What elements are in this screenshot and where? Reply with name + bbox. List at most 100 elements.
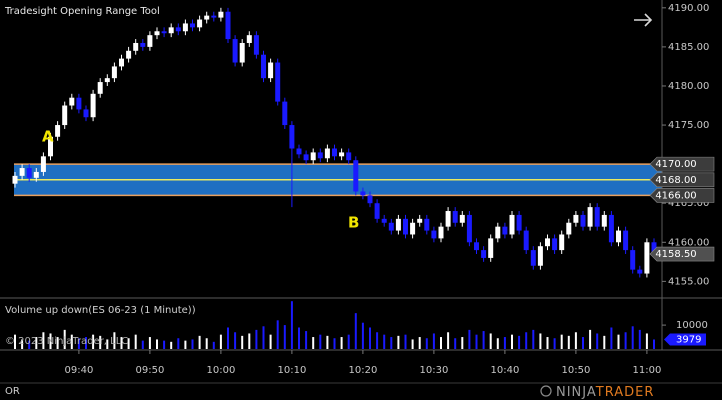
candle-body	[62, 105, 68, 126]
volume-bar	[511, 334, 513, 349]
candle-body	[232, 39, 238, 63]
candle-body	[182, 23, 188, 32]
candle-body	[55, 125, 61, 137]
volume-bar	[589, 329, 592, 349]
navigate-arrow[interactable]	[634, 13, 653, 27]
candle-body	[133, 42, 139, 51]
candle-body	[566, 222, 572, 235]
volume-bar	[212, 341, 215, 349]
volume-bar	[361, 322, 364, 349]
candle-body	[410, 222, 416, 235]
volume-bar	[205, 338, 208, 349]
candle-body	[246, 35, 252, 43]
candle-body	[33, 171, 39, 178]
volume-bar	[298, 327, 300, 349]
candle-body	[552, 238, 558, 251]
volume-bar	[241, 335, 244, 349]
y-tick-label: 4175.00	[668, 120, 709, 131]
candle-body	[310, 152, 316, 161]
price-marker	[649, 188, 715, 203]
x-tick-label: 10:10	[277, 365, 306, 376]
candle-body	[452, 211, 458, 223]
volume-bar	[447, 332, 450, 349]
volume-bar	[248, 333, 251, 349]
volume-bar	[170, 341, 173, 349]
volume-bar	[14, 334, 16, 349]
candle-body	[481, 250, 487, 258]
tab-label[interactable]: OR	[5, 386, 20, 397]
volume-bar	[312, 337, 315, 349]
candle-body	[147, 35, 153, 47]
volume-tick-label: 10000	[676, 320, 708, 331]
price-marker-label: 4168.00	[655, 175, 696, 186]
candle-layer	[12, 7, 657, 349]
candle-body	[225, 11, 231, 40]
candle-body	[644, 242, 650, 274]
candle-body	[516, 214, 522, 231]
volume-bar	[28, 340, 31, 349]
candle-body	[332, 148, 337, 157]
volume-bar	[489, 333, 492, 349]
volume-bar	[425, 338, 428, 349]
candle-body	[317, 152, 323, 159]
volume-bar	[518, 335, 521, 349]
candle-body	[104, 78, 110, 83]
x-tick-label: 10:30	[419, 365, 448, 376]
candle-body	[616, 230, 621, 243]
candle-body	[253, 35, 259, 55]
volume-bar	[191, 339, 194, 349]
candle-body	[637, 269, 643, 274]
x-tick-label: 09:50	[135, 365, 164, 376]
candle-body	[424, 218, 430, 231]
candle-body	[587, 207, 593, 227]
volume-bar	[418, 337, 421, 349]
candle-body	[190, 23, 195, 28]
candle-body	[488, 238, 494, 258]
volume-bar	[582, 337, 584, 349]
volume-bar	[461, 337, 464, 349]
candle-body	[154, 31, 160, 36]
candle-body	[296, 148, 302, 155]
candle-body	[168, 27, 174, 34]
candle-body	[289, 125, 295, 149]
candle-body	[26, 168, 32, 178]
candle-body	[69, 97, 75, 106]
volume-bar	[156, 339, 158, 349]
volume-bar	[567, 335, 570, 349]
candle-body	[353, 160, 359, 192]
volume-bar	[276, 320, 279, 349]
volume-bar	[177, 338, 180, 349]
volume-bar	[141, 340, 144, 349]
candle-body	[282, 101, 288, 126]
volume-bar	[553, 338, 556, 349]
candle-body	[495, 226, 501, 239]
volume-bar	[560, 334, 563, 349]
y-tick-label: 4165.00	[668, 198, 709, 209]
volume-bar	[596, 333, 599, 349]
volume-bar	[255, 329, 258, 349]
volume-bar	[653, 339, 655, 349]
candle-body	[509, 214, 515, 235]
candle-body	[339, 152, 345, 157]
candle-body	[523, 230, 529, 251]
candle-body	[97, 82, 103, 94]
candle-body	[651, 242, 657, 255]
volume-bar	[496, 338, 499, 349]
volume-bar	[198, 335, 201, 349]
volume-bar	[390, 337, 393, 349]
candle-body	[623, 230, 629, 251]
candle-body	[76, 97, 82, 110]
volume-bar	[63, 329, 66, 349]
volume-title: Volume up down(ES 06-23 (1 Minute))	[5, 305, 196, 316]
y-tick-label: 4155.00	[668, 276, 709, 287]
volume-bar	[617, 334, 620, 349]
x-tick-label: 10:40	[490, 365, 519, 376]
volume-bar	[184, 340, 187, 349]
volume-bar	[340, 337, 343, 349]
candle-body	[559, 234, 565, 251]
candle-body	[530, 250, 536, 266]
candle-body	[261, 54, 266, 79]
volume-bar	[475, 334, 478, 349]
volume-bar	[106, 339, 109, 349]
